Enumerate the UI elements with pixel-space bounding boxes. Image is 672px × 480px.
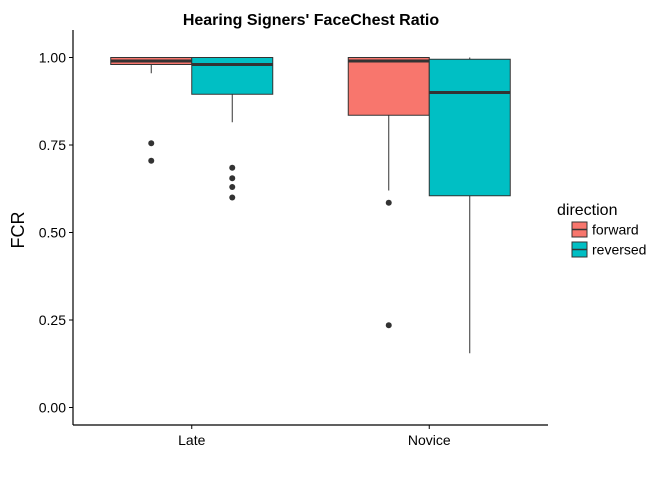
- x-tick-label-novice: Novice: [408, 432, 451, 448]
- outlier-point: [385, 322, 392, 329]
- outlier-point: [385, 199, 392, 206]
- outlier-point: [229, 184, 236, 190]
- chart-title: Hearing Signers' FaceChest Ratio: [183, 12, 440, 29]
- axes: 0.00 0.25 0.50 0.75 1.00 Late Novice: [39, 30, 548, 448]
- outlier-point: [229, 164, 236, 171]
- outlier-point: [229, 194, 236, 201]
- box-reversed-novice: [428, 58, 511, 197]
- y-tick-label: 0.50: [39, 225, 66, 241]
- outlier-point: [148, 140, 155, 147]
- plot-area: [110, 57, 511, 354]
- y-tick-label: 0.00: [39, 400, 66, 416]
- legend: direction forward reversed: [557, 202, 646, 258]
- outlier-point: [229, 175, 236, 182]
- y-tick-label: 0.75: [39, 137, 66, 153]
- outlier-point: [148, 157, 155, 164]
- box-forward-novice: [347, 57, 430, 116]
- legend-label-forward: forward: [592, 222, 639, 238]
- legend-title: direction: [557, 202, 617, 219]
- legend-label-reversed: reversed: [592, 242, 646, 258]
- y-tick-label: 0.25: [39, 312, 66, 328]
- y-axis-title: FCR: [8, 212, 28, 249]
- x-tick-label-late: Late: [178, 432, 205, 448]
- y-tick-label: 1.00: [39, 50, 66, 66]
